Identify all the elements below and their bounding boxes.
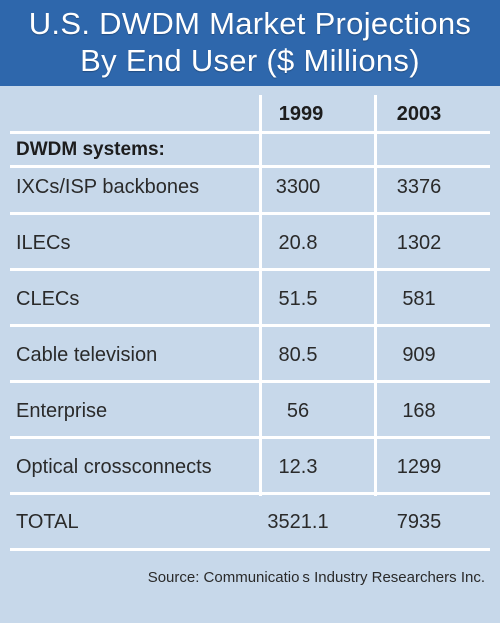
row-label: Enterprise <box>16 400 108 422</box>
source-note: Source: Communicatio s Industry Research… <box>147 569 485 586</box>
cell-value: 581 <box>402 288 436 310</box>
horizontal-rule <box>10 324 490 327</box>
cell-value: 80.5 <box>278 344 318 366</box>
total-value: 7935 <box>396 511 442 533</box>
chart-title: U.S. DWDM Market Projections <box>28 6 472 41</box>
cell-value: 3300 <box>275 176 321 198</box>
row-label: CLECs <box>16 288 80 310</box>
total-label: TOTAL <box>16 511 79 533</box>
cell-value: 3376 <box>396 176 442 198</box>
vertical-rule-2 <box>374 95 377 496</box>
cell-value: 56 <box>286 400 310 422</box>
cell-value: 1299 <box>396 456 442 478</box>
cell-value: 909 <box>402 344 436 366</box>
cell-value: 51.5 <box>278 288 318 310</box>
column-header-1999: 1999 <box>278 103 324 125</box>
row-label: ILECs <box>16 232 71 254</box>
horizontal-rule <box>10 131 490 134</box>
horizontal-rule <box>10 380 490 383</box>
cell-value: 168 <box>402 400 436 422</box>
cell-value: 1302 <box>396 232 442 254</box>
total-value: 3521.1 <box>267 511 329 533</box>
row-label: IXCs/ISP backbones <box>16 176 200 198</box>
horizontal-rule <box>10 492 490 495</box>
title-banner: U.S. DWDM Market Projections By End User… <box>0 0 500 86</box>
chart-subtitle: By End User ($ Millions) <box>80 43 420 78</box>
vertical-rule-1 <box>259 95 262 496</box>
row-label: Cable television <box>16 344 158 366</box>
column-header-2003: 2003 <box>396 103 442 125</box>
horizontal-rule <box>10 212 490 215</box>
cell-value: 12.3 <box>278 456 318 478</box>
horizontal-rule <box>10 268 490 271</box>
horizontal-rule <box>10 165 490 168</box>
section-label: DWDM systems: <box>16 139 165 160</box>
horizontal-rule <box>10 548 490 551</box>
row-label: Optical crossconnects <box>16 456 212 478</box>
cell-value: 20.8 <box>278 232 318 254</box>
horizontal-rule <box>10 436 490 439</box>
